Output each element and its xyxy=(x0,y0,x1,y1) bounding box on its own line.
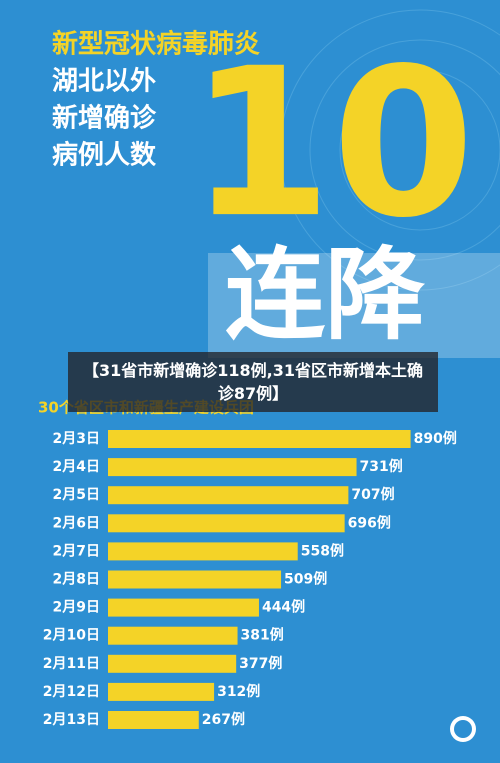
category-label: 2月8日 xyxy=(53,572,100,588)
category-label: 2月11日 xyxy=(43,656,100,672)
header-line: 新型冠状病毒肺炎 xyxy=(52,29,260,60)
word-backdrop xyxy=(208,253,500,358)
decoration xyxy=(279,9,500,291)
header-line: 病例人数 xyxy=(52,141,157,171)
category-label: 2月12日 xyxy=(43,684,100,700)
bar xyxy=(108,682,215,701)
category-label: 2月9日 xyxy=(53,600,100,616)
category-label: 2月10日 xyxy=(43,628,100,644)
value-label: 890例 xyxy=(414,430,457,447)
value-label: 381例 xyxy=(241,627,284,644)
value-label: 267例 xyxy=(202,711,245,728)
value-label: 312例 xyxy=(217,683,260,700)
category-label: 2月7日 xyxy=(53,543,100,559)
value-label: 696例 xyxy=(348,514,391,531)
emblem xyxy=(450,716,476,742)
value-label: 558例 xyxy=(301,542,344,559)
bar xyxy=(108,711,199,729)
big-number: 10 xyxy=(189,25,474,263)
value-label: 377例 xyxy=(239,655,282,672)
bar xyxy=(108,654,237,673)
bar xyxy=(108,570,282,589)
category-label: 2月13日 xyxy=(43,712,100,728)
big-word: 连降 xyxy=(225,236,425,353)
bar xyxy=(108,486,349,505)
caption-holder: 【31省市新增确诊118例,31省区市新增本土确诊87例】 xyxy=(82,361,423,403)
value-label: 731例 xyxy=(360,458,403,475)
caption: 【31省市新增确诊118例,31省区市新增本土确诊87例】 xyxy=(82,361,423,403)
category-label: 2月5日 xyxy=(53,487,100,503)
bar-chart: 2月3日 890例 2月4日 731例 2月5日 707例 2月6日 696例 2月7日 558例… xyxy=(43,430,457,729)
bar xyxy=(108,430,411,448)
category-label: 2月6日 xyxy=(53,515,100,531)
category-label: 2月4日 xyxy=(53,459,100,475)
bar xyxy=(108,514,345,533)
header-line: 新增确诊 xyxy=(52,103,157,134)
bar xyxy=(108,458,357,477)
value-label: 707例 xyxy=(351,486,394,503)
caption-box xyxy=(68,352,438,412)
value-label: 509例 xyxy=(284,571,327,588)
category-label: 2月3日 xyxy=(53,431,100,447)
bar xyxy=(108,542,298,561)
bar xyxy=(108,598,259,617)
bar xyxy=(108,626,238,645)
header-line: 湖北以外 xyxy=(52,67,156,97)
value-label: 444例 xyxy=(262,599,305,616)
